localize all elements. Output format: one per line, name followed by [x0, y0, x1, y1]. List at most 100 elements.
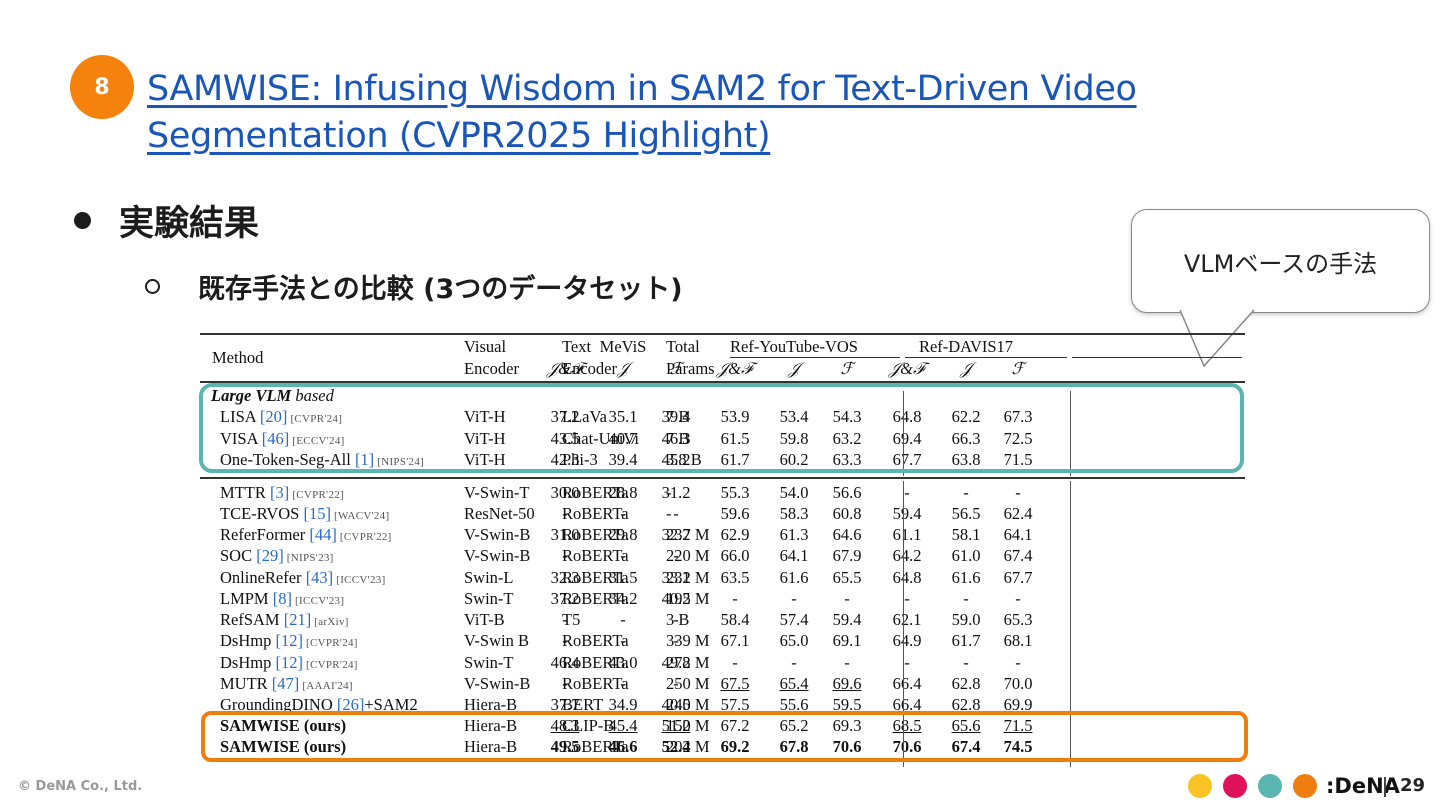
method-label: SOC: [220, 546, 257, 565]
method-name: VISA [46] [ECCV'24]: [220, 429, 345, 449]
venue-label: [WACV'24]: [330, 510, 390, 522]
metric-value: 30.0: [550, 483, 580, 502]
citation-link[interactable]: [21]: [283, 610, 312, 629]
citation-link[interactable]: [26]: [336, 695, 365, 714]
brand-dots: [1188, 774, 1317, 798]
method-label: LISA: [220, 407, 260, 426]
metric-value: 61.5: [720, 429, 750, 448]
table-rule: [730, 357, 900, 358]
metric-value: 42.3: [550, 450, 580, 469]
citation-link[interactable]: [12]: [275, 653, 303, 672]
total-params: 240 M: [666, 695, 710, 714]
metric-value: 40.5: [661, 695, 691, 714]
citation-link[interactable]: [46]: [261, 429, 290, 448]
metric-value: 66.3: [951, 429, 981, 448]
ours-label: (ours): [303, 716, 347, 735]
metric-value: -: [1015, 653, 1021, 672]
method-name: SOC [29] [NIPS'23]: [220, 546, 334, 566]
header-metric: 𝒥: [788, 359, 800, 378]
metric-value: 40.7: [608, 429, 638, 448]
metric-value: 61.3: [779, 525, 809, 544]
metric-value: -: [1015, 483, 1021, 502]
citation-link[interactable]: [20]: [259, 407, 288, 426]
metric-value: 74.5: [1003, 737, 1033, 756]
metric-value: -: [844, 589, 850, 608]
table-rule: [905, 357, 1067, 358]
metric-value: 45.4: [608, 716, 638, 735]
method-name: OnlineRefer [43] [ICCV'23]: [220, 568, 386, 588]
citation-link[interactable]: [1]: [354, 450, 375, 469]
header-metric: 𝒥: [617, 359, 629, 378]
metric-value: 31.2: [661, 483, 691, 502]
metric-value: 66.4: [892, 674, 922, 693]
metric-value: 60.2: [779, 450, 809, 469]
visual-encoder: V-Swin-B: [464, 674, 531, 693]
text-encoder: RoBERTa: [562, 483, 629, 502]
metric-value: -: [791, 589, 797, 608]
metric-value: 67.7: [1003, 568, 1033, 587]
bullet-level2: 既存手法との比較 (3つのデータセット): [145, 267, 683, 306]
metric-value: 69.3: [832, 716, 862, 735]
citation-link[interactable]: [29]: [256, 546, 284, 565]
venue-label: [CVPR'22]: [336, 531, 392, 543]
citation-link[interactable]: [8]: [272, 589, 292, 608]
metric-value: 34.9: [608, 695, 638, 714]
visual-encoder: V-Swin B: [464, 631, 529, 650]
group-label-bold: Large VLM: [211, 386, 292, 405]
metric-value: 35.1: [608, 407, 638, 426]
venue-label: [CVPR'24]: [302, 659, 358, 671]
bullet-level2-text: 既存手法との比較 (3つのデータセット): [198, 274, 683, 305]
citation-link[interactable]: [15]: [303, 504, 331, 523]
metric-value: 61.0: [951, 546, 981, 565]
text-encoder: RoBERTa: [562, 737, 629, 756]
metric-value: 59.6: [720, 504, 750, 523]
total-params: 232 M: [666, 568, 710, 587]
citation-link[interactable]: [3]: [269, 483, 290, 502]
total-params: 237 M: [666, 525, 710, 544]
metric-value: 39.4: [661, 407, 691, 426]
venue-label: [ICCV'23]: [333, 574, 386, 586]
metric-value: -: [904, 589, 910, 608]
text-encoder: LLaVa: [562, 407, 607, 426]
metric-value: 55.3: [720, 483, 750, 502]
visual-encoder: V-Swin-B: [464, 546, 531, 565]
total-params: 339 M: [666, 631, 710, 650]
callout-tail-icon: [1179, 309, 1255, 368]
metric-value: 31.5: [608, 568, 638, 587]
metric-value: 32.2: [661, 525, 691, 544]
slide-title-link[interactable]: SAMWISE: Infusing Wisdom in SAM2 for Tex…: [147, 66, 1227, 160]
metric-value: 60.8: [832, 504, 862, 523]
brand-dot: [1188, 774, 1212, 798]
visual-encoder: ViT-H: [464, 429, 506, 448]
method-label: MTTR: [220, 483, 270, 502]
metric-value: 71.5: [1003, 450, 1033, 469]
metric-value: 71.5: [1003, 716, 1033, 735]
metric-value: 61.7: [720, 450, 750, 469]
metric-value: 61.6: [779, 568, 809, 587]
citation-link[interactable]: [43]: [305, 568, 334, 587]
text-encoder: Phi-3: [562, 450, 598, 469]
metric-value: -: [732, 589, 738, 608]
method-label: OnlineRefer: [220, 568, 306, 587]
metric-value: 62.8: [951, 674, 981, 693]
citation-link[interactable]: [44]: [309, 525, 337, 544]
metric-value: 69.2: [720, 737, 750, 756]
bullet-ring-icon: [145, 279, 160, 294]
metric-value: 48.3: [550, 716, 580, 735]
metric-value: 56.6: [832, 483, 862, 502]
header-metric: 𝒥&ℱ: [546, 359, 584, 378]
citation-link[interactable]: [12]: [275, 631, 303, 650]
visual-encoder: Hiera-B: [464, 716, 518, 735]
metric-value: 54.0: [779, 483, 809, 502]
metric-value: 64.6: [832, 525, 862, 544]
metric-value: 59.8: [779, 429, 809, 448]
method-label: ReferFormer: [220, 525, 310, 544]
venue-label: [ICCV'23]: [291, 595, 345, 607]
metric-value: 67.5: [720, 674, 750, 693]
callout-text: VLMベースの手法: [1183, 249, 1378, 278]
metric-value: 64.9: [892, 631, 922, 650]
metric-value: 65.0: [779, 631, 809, 650]
metric-value: 66.4: [892, 695, 922, 714]
visual-encoder: ViT-H: [464, 450, 506, 469]
citation-link[interactable]: [47]: [271, 674, 300, 693]
